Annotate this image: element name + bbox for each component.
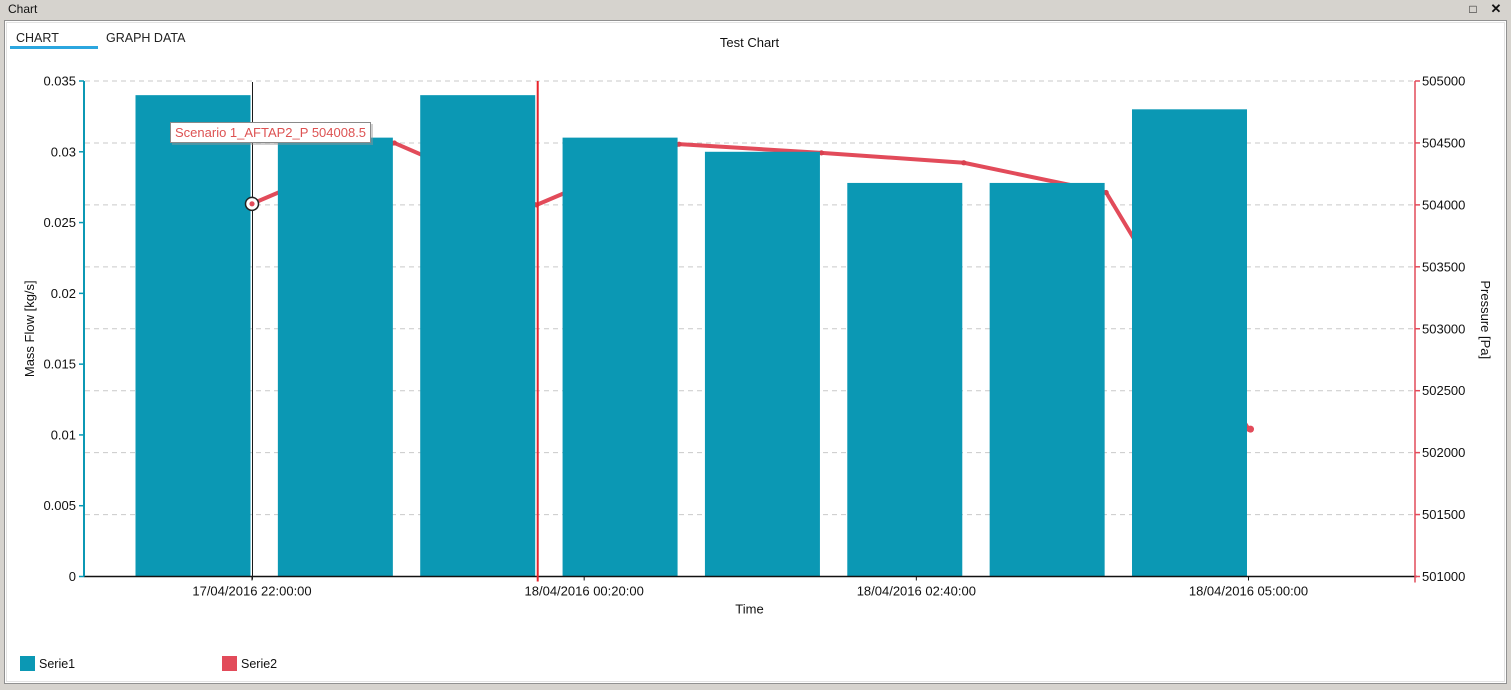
chart-panel-inner: CHART GRAPH DATA 17/04/2016 22:00:00 18/0… bbox=[6, 22, 1505, 682]
bar-serie1[interactable] bbox=[704, 151, 820, 577]
bar-serie1[interactable] bbox=[420, 95, 536, 577]
left-axis-tick-label: 0.01 bbox=[51, 427, 76, 442]
line-vertex bbox=[818, 150, 825, 156]
x-tick-label: 18/04/2016 00:20:00 bbox=[525, 584, 644, 599]
line-vertex bbox=[676, 141, 682, 147]
line-end-point bbox=[1247, 425, 1254, 433]
bar-serie1[interactable] bbox=[135, 95, 251, 577]
right-axis-tick-label: 504000 bbox=[1422, 197, 1465, 212]
bar-serie1[interactable] bbox=[277, 137, 393, 577]
legend-item-serie1[interactable]: Serie1 bbox=[20, 656, 75, 672]
left-axis-tick-label: 0.035 bbox=[43, 74, 76, 89]
right-axis-tick-label: 505000 bbox=[1422, 74, 1465, 89]
right-axis-tick-label: 503000 bbox=[1422, 321, 1465, 336]
right-axis-tick-label: 501500 bbox=[1422, 507, 1465, 522]
line-vertex bbox=[961, 160, 967, 166]
window-title: Chart bbox=[8, 2, 38, 16]
bar-serie1[interactable] bbox=[847, 182, 963, 577]
tab-graph-data[interactable]: GRAPH DATA bbox=[106, 31, 186, 45]
left-axis-tick-label: 0 bbox=[69, 569, 76, 584]
legend-label-serie1: Serie1 bbox=[39, 657, 76, 671]
legend-label-serie2: Serie2 bbox=[241, 657, 278, 671]
right-axis-title: Pressure [Pa] bbox=[1478, 280, 1493, 359]
left-axis-tick-label: 0.015 bbox=[43, 357, 76, 372]
left-axis-tick-label: 0.03 bbox=[51, 144, 76, 159]
chart-panel: CHART GRAPH DATA 17/04/2016 22:00:00 18/0… bbox=[4, 20, 1507, 684]
chart-canvas: 17/04/2016 22:00:00 18/04/2016 00:20:00 18… bbox=[22, 35, 1493, 617]
right-axis-tick-label: 502500 bbox=[1422, 383, 1465, 398]
x-tick-label: 18/04/2016 02:40:00 bbox=[857, 584, 976, 599]
right-axis-tick-label: 501000 bbox=[1422, 569, 1465, 584]
legend-item-serie2[interactable]: Serie2 bbox=[222, 656, 277, 672]
right-axis-tick-label: 504500 bbox=[1422, 135, 1465, 150]
x-tick-label: 17/04/2016 22:00:00 bbox=[192, 584, 311, 599]
bar-serie1[interactable] bbox=[1132, 109, 1247, 577]
x-tick-label: 18/04/2016 05:00:00 bbox=[1189, 584, 1308, 599]
maximize-button[interactable]: □ bbox=[1469, 2, 1477, 16]
left-axis-tick-label: 0.025 bbox=[43, 215, 76, 230]
legend-swatch-serie2 bbox=[222, 656, 237, 671]
highlighted-point-center bbox=[249, 201, 255, 207]
close-button[interactable]: ✕ bbox=[1490, 1, 1502, 16]
bar-serie1[interactable] bbox=[989, 182, 1105, 577]
left-axis-title: Mass Flow [kg/s] bbox=[22, 280, 37, 377]
tab-chart[interactable]: CHART bbox=[10, 27, 98, 49]
window-titlebar: Chart □ ✕ bbox=[0, 0, 1511, 18]
x-axis-title: Time bbox=[735, 602, 763, 617]
line-vertex bbox=[1103, 189, 1109, 196]
right-axis-tick-label: 502000 bbox=[1422, 445, 1465, 460]
right-axis-tick-label: 503500 bbox=[1422, 259, 1465, 274]
series-tooltip: Scenario 1_AFTAP2_P 504008.5 bbox=[170, 122, 372, 143]
left-axis-tick-label: 0.005 bbox=[43, 498, 76, 513]
bar-serie1[interactable] bbox=[562, 137, 678, 577]
chart-title: Test Chart bbox=[720, 35, 780, 50]
line-vertex bbox=[391, 140, 397, 146]
legend-swatch-serie1 bbox=[20, 656, 35, 671]
left-axis-tick-label: 0.02 bbox=[51, 286, 76, 301]
